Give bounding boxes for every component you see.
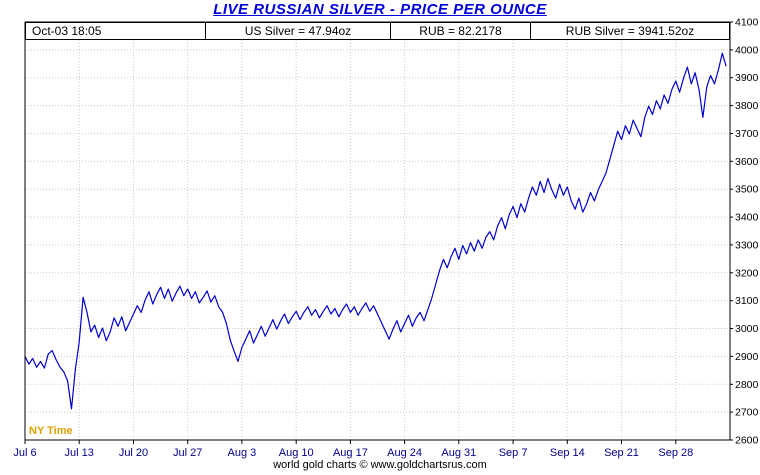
svg-text:2600: 2600: [735, 435, 759, 447]
svg-text:3900: 3900: [735, 72, 759, 84]
svg-text:3500: 3500: [735, 184, 759, 196]
svg-text:Sep 7: Sep 7: [499, 447, 528, 459]
svg-text:3300: 3300: [735, 239, 759, 251]
svg-text:Jul 27: Jul 27: [173, 447, 202, 459]
svg-text:3100: 3100: [735, 295, 759, 307]
svg-text:3800: 3800: [735, 100, 759, 112]
svg-text:Aug 17: Aug 17: [333, 447, 368, 459]
rub-silver-quote: RUB Silver = 3941.52oz: [565, 24, 695, 38]
svg-text:Sep 28: Sep 28: [658, 447, 693, 459]
svg-text:Aug 24: Aug 24: [387, 447, 422, 459]
svg-text:4000: 4000: [735, 44, 759, 56]
svg-text:Aug 10: Aug 10: [279, 447, 314, 459]
us-silver-quote: US Silver = 47.94oz: [206, 23, 391, 39]
svg-text:4100: 4100: [735, 17, 759, 29]
svg-text:Sep 21: Sep 21: [604, 447, 639, 459]
svg-text:Aug 31: Aug 31: [441, 447, 476, 459]
svg-text:Jul 6: Jul 6: [13, 447, 36, 459]
svg-text:Sep 14: Sep 14: [550, 447, 585, 459]
svg-text:Jul 13: Jul 13: [65, 447, 94, 459]
svg-text:3600: 3600: [735, 156, 759, 168]
rub-rate-quote: RUB = 82.2178: [391, 23, 531, 39]
svg-text:2900: 2900: [735, 351, 759, 363]
svg-text:2700: 2700: [735, 407, 759, 419]
svg-text:3000: 3000: [735, 323, 759, 335]
svg-text:Jul 20: Jul 20: [119, 447, 148, 459]
ny-time-label: NY Time: [29, 425, 73, 437]
svg-text:Aug 3: Aug 3: [228, 447, 257, 459]
svg-text:3400: 3400: [735, 212, 759, 224]
svg-text:2800: 2800: [735, 379, 759, 391]
page-title: LIVE RUSSIAN SILVER - PRICE PER OUNCE: [213, 1, 547, 18]
quote-timestamp: Oct-03 18:05: [26, 23, 206, 39]
svg-text:3700: 3700: [735, 128, 759, 140]
quote-header-bar: Oct-03 18:05 US Silver = 47.94oz RUB = 8…: [25, 22, 730, 40]
chart-credit: world gold charts © www.goldchartsrus.co…: [273, 459, 487, 471]
svg-text:3200: 3200: [735, 267, 759, 279]
